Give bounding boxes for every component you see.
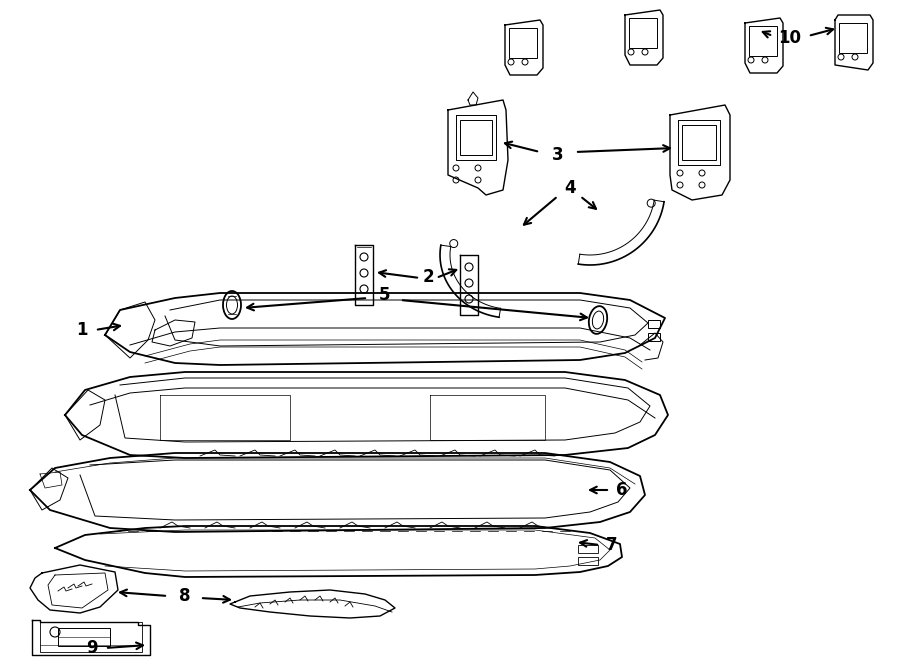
- Bar: [58, 628, 110, 646]
- Bar: [578, 545, 598, 553]
- Text: 5: 5: [379, 286, 391, 304]
- Bar: [749, 26, 777, 56]
- Bar: [648, 333, 660, 341]
- Text: 9: 9: [86, 639, 98, 657]
- Bar: [509, 28, 537, 58]
- Text: 6: 6: [616, 481, 628, 499]
- Bar: [648, 320, 660, 328]
- Bar: [682, 125, 716, 160]
- Text: 10: 10: [778, 29, 802, 47]
- Text: 7: 7: [607, 536, 617, 554]
- Bar: [460, 120, 492, 155]
- Bar: [839, 23, 867, 53]
- Bar: [629, 18, 657, 48]
- Bar: [578, 557, 598, 565]
- Text: 4: 4: [564, 179, 576, 197]
- Text: 2: 2: [422, 268, 434, 286]
- Text: 1: 1: [76, 321, 88, 339]
- Text: 3: 3: [553, 146, 563, 164]
- Text: 8: 8: [179, 587, 191, 605]
